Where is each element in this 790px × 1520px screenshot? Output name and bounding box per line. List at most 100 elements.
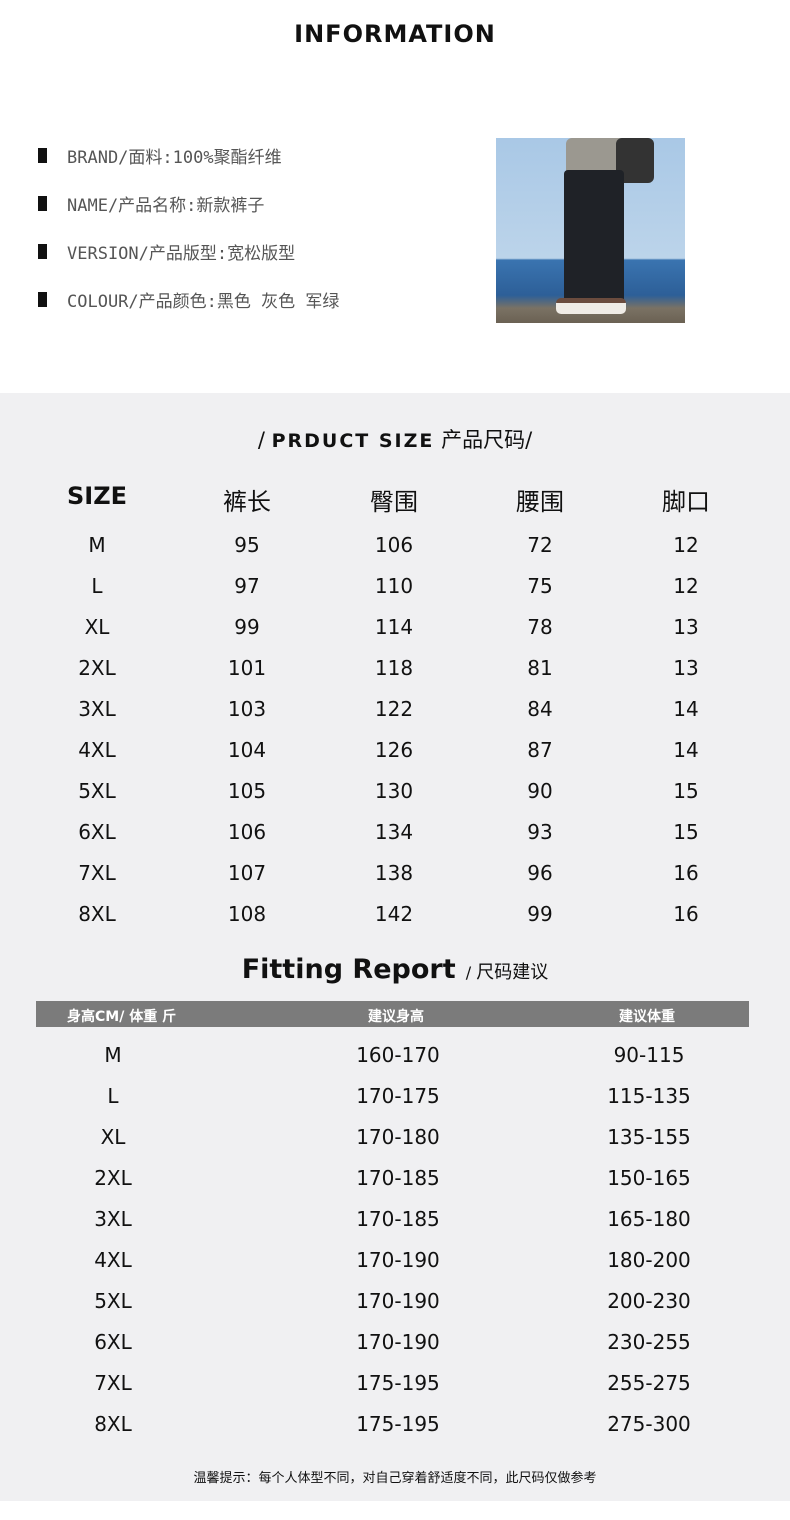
size-column-header: 臀围 [370,488,418,516]
size-cell: 103 [227,697,267,721]
size-section-title: / PRDUCT SIZE 产品尺码/ [257,428,533,452]
size-cell: 7XL [78,861,116,885]
size-column-header: 脚口 [662,488,710,516]
size-note: 温馨提示：每个人体型不同，对自己穿着舒适度不同，此尺码仅做参考 [193,1471,597,1486]
size-column-header: 腰围 [516,488,564,516]
info-line: VERSION/产品版型:宽松版型 [38,239,295,264]
fitting-title-en: Fitting Report [241,954,456,985]
size-cell: 15 [673,779,699,803]
size-cell: L [91,574,103,598]
fitting-cell: 170-185 [356,1166,440,1190]
fitting-cell: 5XL [94,1289,132,1313]
fitting-column-header: 建议体重 [619,1009,675,1025]
info-text: COLOUR/产品颜色:黑色 灰色 军绿 [67,292,340,312]
fitting-cell: 3XL [94,1207,132,1231]
size-cell: 99 [234,615,260,639]
size-cell: 84 [527,697,553,721]
fitting-cell: 275-300 [607,1412,691,1436]
fitting-column-header: 建议身高 [368,1009,424,1025]
size-cell: 5XL [78,779,116,803]
bullet-icon [38,292,47,307]
size-title-cn: 产品尺码 [441,428,526,452]
fitting-cell: 230-255 [607,1330,691,1354]
size-cell: 13 [673,615,699,639]
info-line: BRAND/面料:100%聚酯纤维 [38,143,282,168]
fitting-cell: 255-275 [607,1371,691,1395]
size-cell: 87 [527,738,553,762]
fitting-cell: 2XL [94,1166,132,1190]
size-cell: 122 [374,697,414,721]
info-text: NAME/产品名称:新款裤子 [67,196,265,216]
size-cell: 95 [234,533,260,557]
fitting-cell: M [104,1043,122,1067]
product-photo [496,138,685,323]
fitting-cell: 6XL [94,1330,132,1354]
bullet-icon [38,244,47,259]
fitting-cell: 135-155 [607,1125,691,1149]
size-cell: 6XL [78,820,116,844]
fitting-cell: L [107,1084,119,1108]
info-text: VERSION/产品版型:宽松版型 [67,244,296,264]
fitting-cell: 7XL [94,1371,132,1395]
fitting-cell: 115-135 [607,1084,691,1108]
size-cell: 78 [527,615,553,639]
fitting-cell: 165-180 [607,1207,691,1231]
size-cell: 16 [673,861,699,885]
size-cell: 106 [374,533,414,557]
size-column-header: 裤长 [223,488,271,516]
size-cell: 99 [527,902,553,926]
fitting-cell: 90-115 [613,1043,685,1067]
fitting-cell: 170-190 [356,1289,440,1313]
size-cell: 97 [234,574,260,598]
fitting-cell: 170-185 [356,1207,440,1231]
fitting-cell: 170-190 [356,1248,440,1272]
size-cell: 105 [227,779,267,803]
size-cell: 90 [527,779,553,803]
fitting-cell: 200-230 [607,1289,691,1313]
fitting-title: Fitting Report / 尺码建议 [241,954,549,985]
size-cell: 126 [374,738,414,762]
size-cell: 14 [673,738,699,762]
fitting-cell: 4XL [94,1248,132,1272]
size-cell: 2XL [78,656,116,680]
size-cell: 118 [374,656,414,680]
size-cell: 96 [527,861,553,885]
fitting-cell: 175-195 [356,1371,440,1395]
size-cell: 81 [527,656,553,680]
fitting-cell: 160-170 [356,1043,440,1067]
size-cell: 13 [673,656,699,680]
fitting-title-cn: 尺码建议 [476,962,549,983]
size-cell: 108 [227,902,267,926]
size-cell: 4XL [78,738,116,762]
fitting-column-header: 身高CM/ 体重 斤 [67,1009,177,1025]
fitting-cell: 150-165 [607,1166,691,1190]
size-cell: 106 [227,820,267,844]
fitting-cell: 170-190 [356,1330,440,1354]
page-title: INFORMATION [294,20,496,48]
size-cell: 114 [374,615,414,639]
size-cell: 110 [374,574,414,598]
size-cell: 16 [673,902,699,926]
size-cell: XL [84,615,110,639]
size-cell: M [88,533,106,557]
size-cell: 12 [673,533,699,557]
size-cell: 12 [673,574,699,598]
size-cell: 142 [374,902,414,926]
size-cell: 134 [374,820,414,844]
size-cell: 75 [527,574,553,598]
fitting-cell: 180-200 [607,1248,691,1272]
size-column-header: SIZE [66,482,127,510]
fitting-cell: 175-195 [356,1412,440,1436]
bullet-icon [38,196,47,211]
size-cell: 93 [527,820,553,844]
size-cell: 107 [227,861,267,885]
size-cell: 101 [227,656,267,680]
size-cell: 130 [374,779,414,803]
size-cell: 8XL [78,902,116,926]
fitting-cell: 170-180 [356,1125,440,1149]
bullet-icon [38,148,47,163]
fitting-cell: 170-175 [356,1084,440,1108]
info-text: BRAND/面料:100%聚酯纤维 [67,148,282,168]
size-cell: 138 [374,861,414,885]
size-section-background [0,393,790,1501]
